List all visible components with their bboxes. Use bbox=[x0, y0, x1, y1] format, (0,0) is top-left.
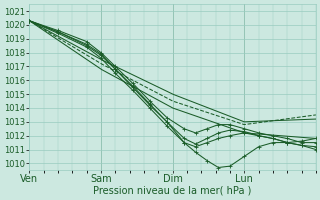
X-axis label: Pression niveau de la mer( hPa ): Pression niveau de la mer( hPa ) bbox=[93, 186, 252, 196]
